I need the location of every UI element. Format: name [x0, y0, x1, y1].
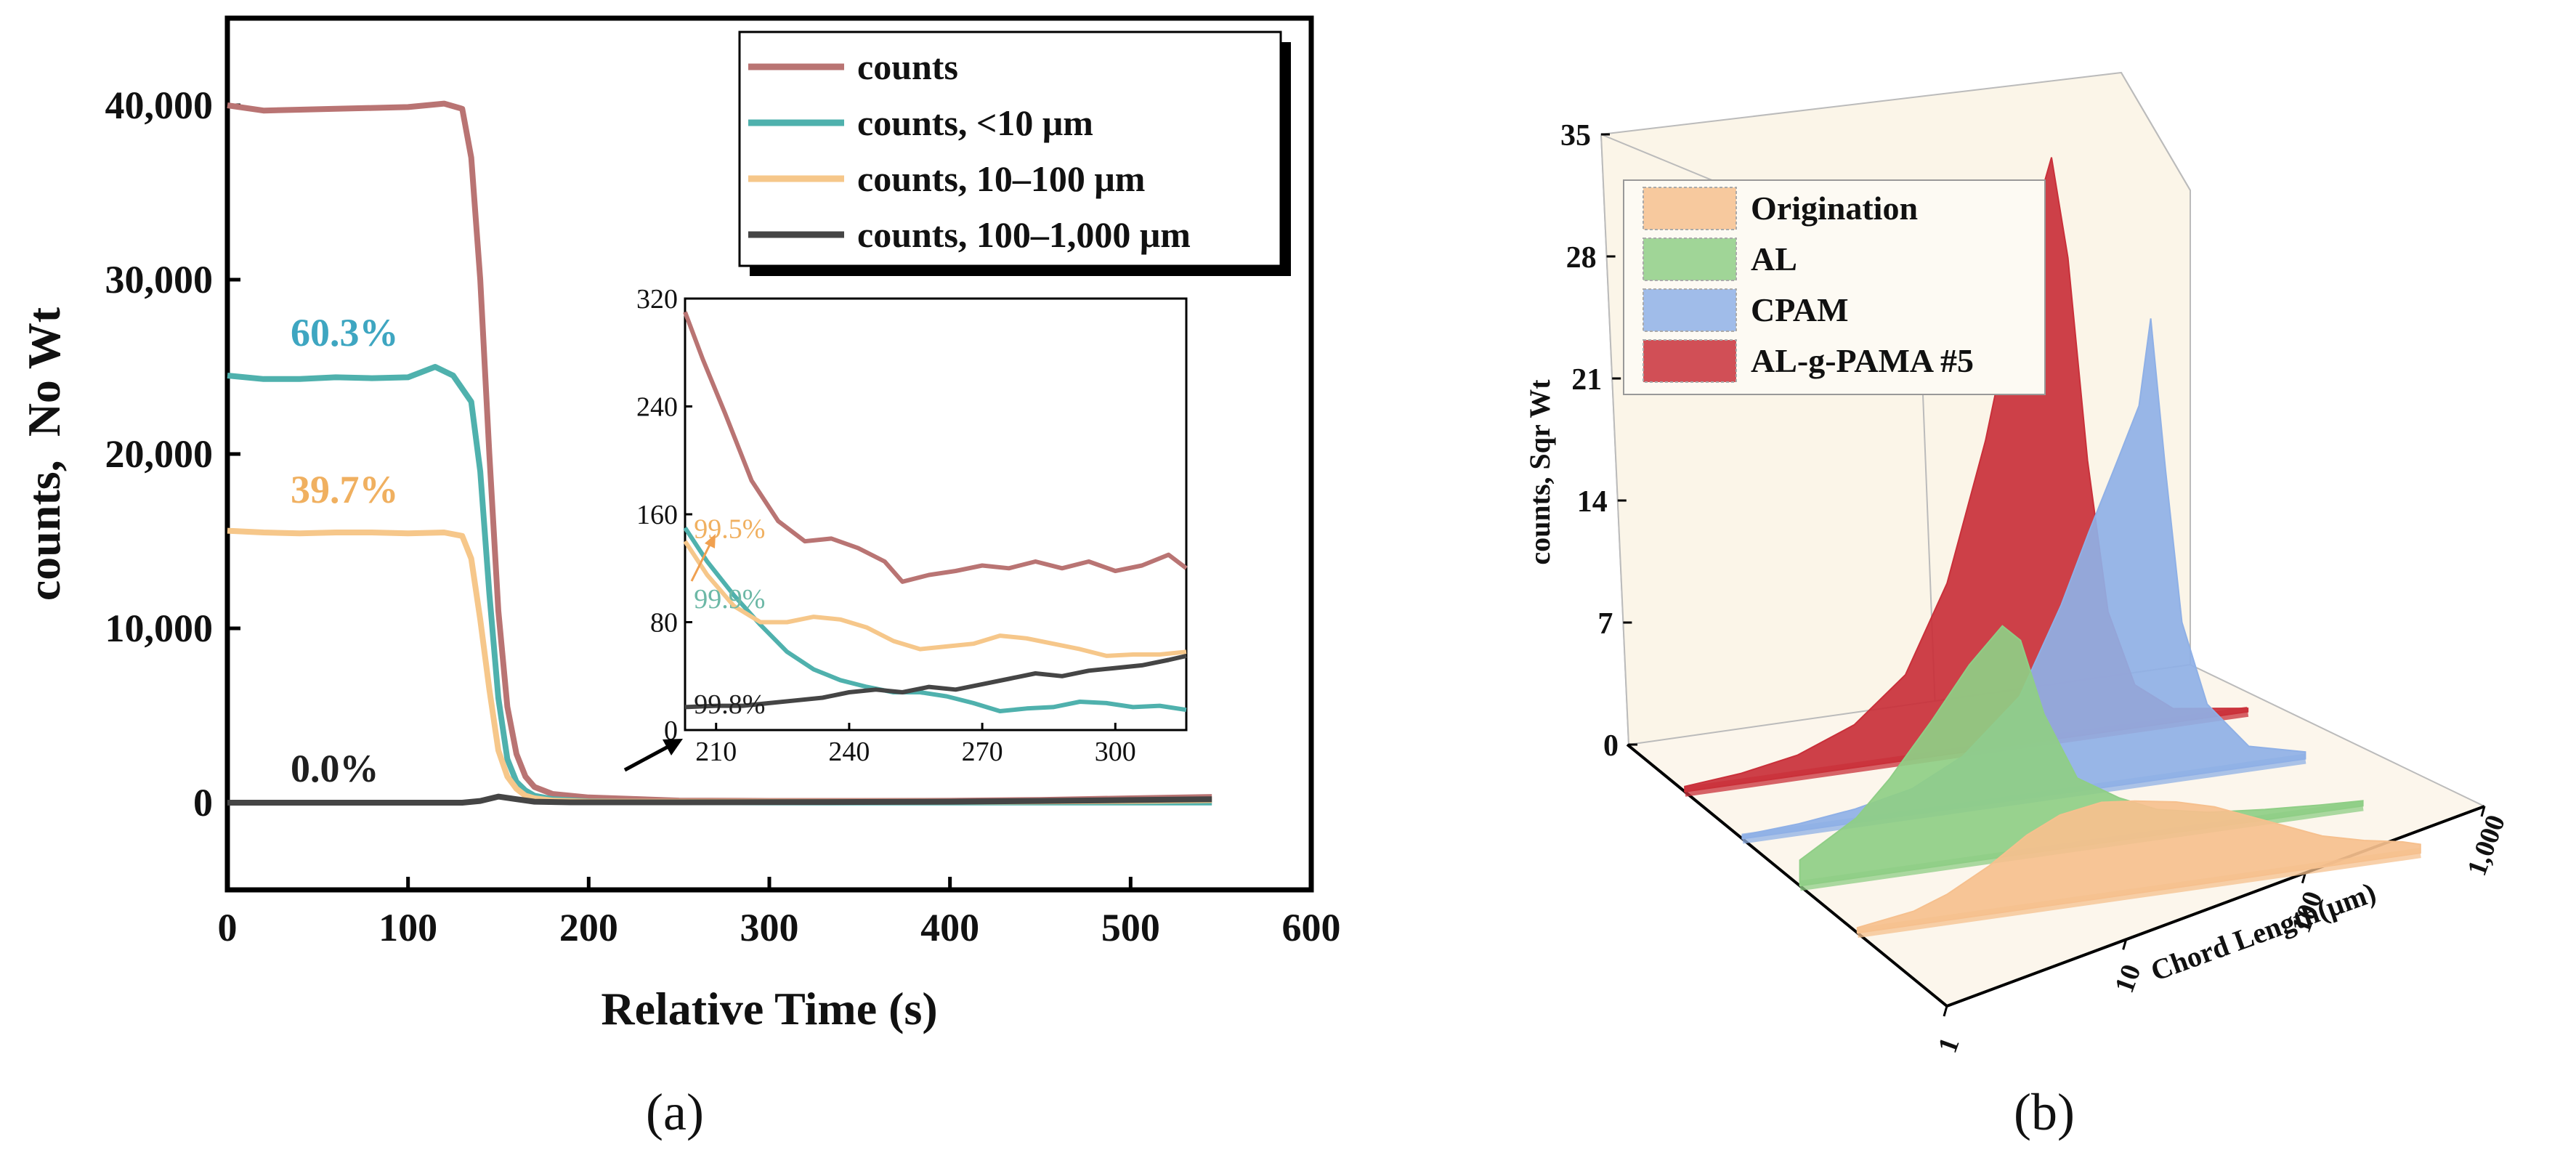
- inset-y-tick-label: 80: [650, 608, 678, 639]
- inset-pointer-arrowhead: [663, 739, 683, 755]
- panel-a-series-line: [227, 793, 1212, 806]
- inset-y-tick-label: 0: [664, 716, 678, 746]
- panel-a-x-tick-label: 400: [920, 906, 979, 949]
- panel-a-y-axis-title: counts, No Wt: [18, 307, 70, 601]
- panel-b-label: (b): [2014, 1083, 2075, 1141]
- panel-b-legend-swatch: [1643, 288, 1737, 332]
- inset-pointer-arrow: [623, 742, 673, 772]
- panel-b-x-tick-label: 1: [1932, 1034, 1966, 1057]
- panel-b-z-tick-label: 35: [1560, 119, 1591, 153]
- panel-a-x-tick-label: 600: [1282, 906, 1341, 949]
- panel-b-series-floor-band: [1856, 848, 2421, 939]
- panel-a-x-ticks: 0 100 200 300 400 500 600: [218, 877, 1341, 949]
- panel-b-x-tick-mark: [2301, 872, 2306, 884]
- inset-x-tick-label: 240: [828, 737, 870, 767]
- panel-a-y-ticks: 0 10,000 20,000 30,000 40,000: [105, 84, 240, 824]
- inset-y-tick-label: 240: [636, 392, 678, 423]
- inset-orange-arrow: [690, 543, 712, 582]
- panel-a-y-tick-label: 40,000: [105, 84, 214, 127]
- panel-a-annotation: 39.7%: [291, 468, 399, 511]
- panel-a-x-tick-label: 200: [559, 906, 618, 949]
- panel-a-x-tick-label: 300: [740, 906, 799, 949]
- panel-a-y-tick-label: 0: [193, 781, 213, 824]
- inset-x-ticks: 210 240 270 300: [695, 723, 1136, 767]
- panel-a-legend-box: [738, 31, 1282, 267]
- panel-a-y-tick-label: 30,000: [105, 258, 214, 301]
- inset-series-line: [683, 311, 1188, 584]
- panel-b-series-areas: [1684, 157, 2421, 939]
- inset-annotation: 99.8%: [694, 689, 765, 720]
- panel-b-z-tick-label: 0: [1603, 729, 1619, 763]
- inset-y-tick-label: 320: [636, 284, 678, 315]
- inset-annotations: 99.5% 99.9% 99.8%: [694, 514, 765, 720]
- panel-a-y-tick-label: 10,000: [105, 607, 214, 650]
- inset-series-line: [683, 526, 1187, 713]
- panel-b-z-tick-label: 21: [1571, 363, 1602, 397]
- panel-b-legend-label: CPAM: [1751, 291, 1849, 328]
- inset-annotation: 99.5%: [694, 514, 765, 545]
- panel-b-x-tick-mark: [2122, 939, 2128, 950]
- panel-a-x-tick-label: 0: [218, 906, 238, 949]
- panel-a-x-tick-label: 500: [1101, 906, 1160, 949]
- panel-a-y-tick-label: 20,000: [105, 432, 214, 476]
- panel-a-annotation: 0.0%: [291, 747, 379, 790]
- inset-orange-arrowhead: [705, 534, 716, 548]
- panel-a-annotations: 60.3% 39.7% 0.0%: [291, 311, 399, 790]
- panel-b-legend-swatch: [1643, 339, 1737, 383]
- panel-a-legend-label: counts: [857, 46, 958, 87]
- inset-series-line: [683, 540, 1187, 658]
- inset-series-lines: [683, 311, 1188, 713]
- panel-a-label: (a): [646, 1083, 704, 1141]
- panel-b-x-tick-label: 10: [2109, 960, 2147, 997]
- inset-x-tick-label: 210: [695, 737, 737, 767]
- panel-b-legend-label: Origination: [1751, 190, 1918, 227]
- panel-b-legend-swatch: [1643, 187, 1737, 230]
- panel-b-x-tick-mark: [2480, 806, 2486, 817]
- inset-y-ticks: 0 80 160 240 320: [636, 284, 692, 746]
- panel-a-legend-label: counts, <10 μm: [857, 102, 1093, 143]
- panel-b-z-tick-label: 28: [1566, 241, 1597, 275]
- inset-plot-frame: [684, 297, 1188, 732]
- panel-b-x-axis-line: [1946, 805, 2485, 1008]
- panel-b-legend-label: AL: [1751, 240, 1797, 277]
- panel-a-x-tick-label: 100: [378, 906, 437, 949]
- inset-series-line: [684, 653, 1187, 710]
- panel-b-z-tick-label: 7: [1597, 607, 1613, 641]
- panel-a-chart: 0 100 200 300 400 500 600 0 10,000 20,000 30,000 4…: [18, 15, 1341, 1141]
- panel-a-annotation: 60.3%: [291, 311, 399, 354]
- inset-x-tick-label: 300: [1095, 737, 1136, 767]
- panel-b-z-tick-label: 14: [1577, 485, 1608, 519]
- panel-a-inset-chart: 210 240 270 300 0 80 160 240 320 99.5% 99.9% 99.8…: [636, 284, 1188, 767]
- inset-y-tick-label: 160: [636, 500, 678, 530]
- panel-b-legend: Origination AL CPAM AL-g-PAMA #5: [1623, 179, 2046, 395]
- panel-a-legend: counts counts, <10 μm counts, 10–100 μm cou…: [738, 31, 1291, 276]
- panel-a-legend-label: counts, 100–1,000 μm: [857, 214, 1191, 255]
- panel-b-y-axis-title: counts, Sqr Wt: [1523, 379, 1556, 565]
- panel-b-z-ticks: 0 7 14 21 28 35: [1560, 119, 1637, 763]
- panel-b-front-edge: [1626, 743, 1948, 1008]
- inset-x-tick-label: 270: [962, 737, 1003, 767]
- panel-b-x-tick-label: 1,000: [2461, 811, 2511, 880]
- panel-a-series-lines: [227, 100, 1212, 806]
- panel-b-legend-label: AL-g-PAMA #5: [1751, 342, 1974, 379]
- inset-annotation: 99.9%: [694, 584, 765, 615]
- panel-b-back-edge: [2121, 72, 2191, 191]
- panel-b-x-tick-mark: [1943, 1005, 1948, 1017]
- panel-a-legend-label: counts, 10–100 μm: [857, 158, 1145, 199]
- panel-b-legend-swatch: [1643, 238, 1737, 281]
- panel-a-x-axis-title: Relative Time (s): [601, 983, 937, 1034]
